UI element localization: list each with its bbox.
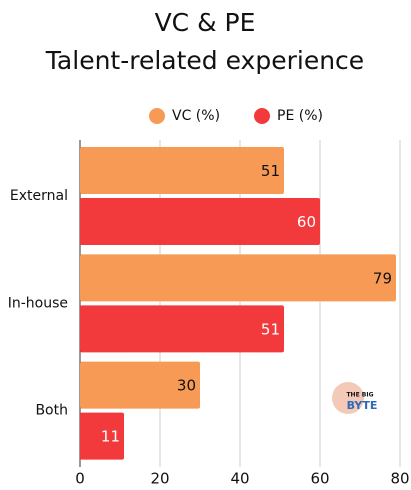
bar	[80, 254, 396, 302]
chart-subtitle: Talent-related experience	[45, 46, 364, 75]
y-tick-label: External	[10, 188, 68, 204]
bar	[80, 305, 284, 353]
watermark-text: BYTE	[347, 399, 378, 412]
chart-title: VC & PE	[155, 8, 256, 37]
data-label: 51	[261, 162, 280, 180]
x-tick-label: 20	[150, 470, 169, 488]
data-label: 60	[297, 213, 316, 231]
x-tick-label: 60	[310, 470, 329, 488]
bar	[80, 412, 124, 460]
data-label: 79	[373, 269, 392, 287]
x-tick-label: 0	[75, 470, 85, 488]
y-tick-label: In-house	[8, 295, 68, 311]
y-tick-label: Both	[35, 403, 68, 419]
watermark-text: THE BIG	[346, 392, 373, 399]
legend-label: PE (%)	[277, 108, 323, 124]
data-label: 11	[101, 428, 120, 446]
data-label: 30	[177, 377, 196, 395]
watermark: THE BIG BYTE	[332, 382, 377, 414]
bar	[80, 361, 200, 409]
bar	[80, 147, 284, 194]
legend-swatch	[254, 108, 270, 124]
x-tick-label: 40	[230, 470, 249, 488]
bar	[80, 198, 320, 245]
watermark-logo	[332, 382, 364, 414]
x-tick-label: 80	[390, 470, 409, 488]
legend-swatch	[149, 108, 165, 124]
legend-label: VC (%)	[172, 108, 220, 124]
data-label: 51	[261, 320, 280, 338]
